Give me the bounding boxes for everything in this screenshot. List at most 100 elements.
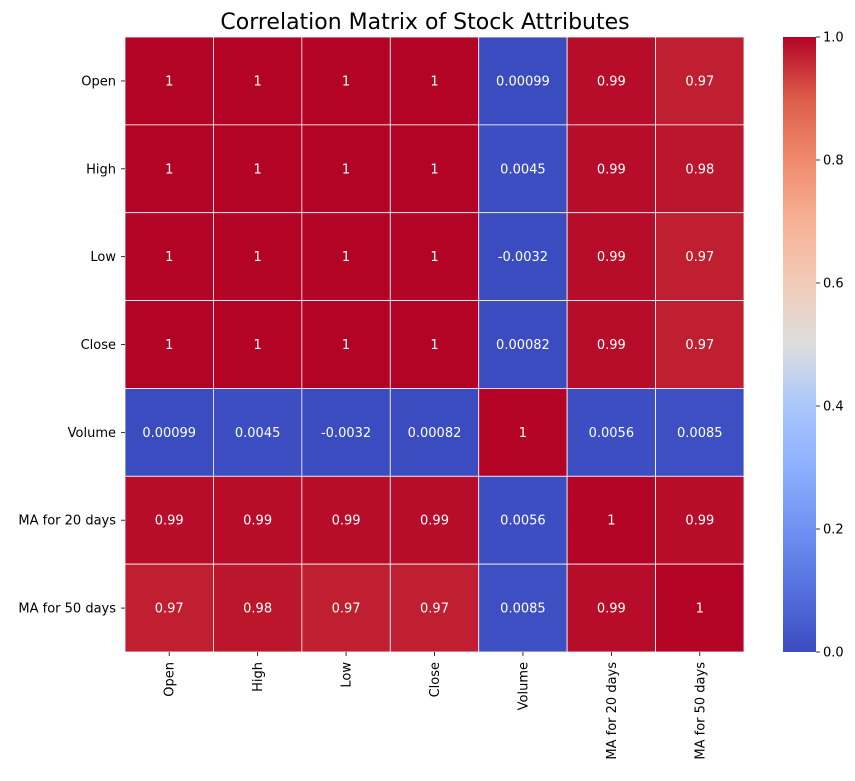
cell-annotation: 0.00082 [408,426,462,441]
heatmap-cell [566,300,656,389]
cell-annotations: 1 1 1 1 0.00099 0.99 0.97 1 1 1 1 0.0045 0.99 0.98 1 1 1… [142,74,722,616]
y-tick-label: Volume [68,426,116,441]
heatmap-cell [389,563,480,653]
heatmap-cell [124,563,214,653]
heatmap-cell [655,124,745,214]
heatmap-cell [655,388,745,477]
heatmap-cell [389,212,480,301]
cell-annotation: 0.00099 [142,426,196,441]
cell-annotation: 0.97 [420,602,449,617]
cell-annotation: 1 [430,338,438,353]
heatmap-cell [213,300,303,389]
cell-annotation: 1 [165,162,173,177]
cell-annotation: 0.0056 [500,514,546,529]
cell-annotation: 0.0045 [500,162,546,177]
heatmap-cell [301,563,391,653]
heatmap-cell [389,475,480,565]
heatmap-cell [124,36,214,126]
x-tick-label: Close [428,662,443,697]
cell-annotation: 1 [253,162,261,177]
colorbar: 0.0 0.2 0.4 0.6 0.8 1.0 [783,31,844,661]
heatmap-cell [124,212,214,301]
y-tick-label: Low [90,250,116,265]
heatmap-cell [389,36,480,126]
heatmap-cell [478,563,568,653]
cell-annotation: 1 [342,250,350,265]
colorbar-tick-label: 0.4 [823,400,844,415]
cell-annotation: 1 [165,250,173,265]
cell-annotation: 1 [519,426,527,441]
colorbar-tick-label: 0.0 [823,646,844,661]
cell-annotation: 0.99 [685,514,714,529]
cell-annotation: 0.99 [597,602,626,617]
y-tick-label: Close [81,338,116,353]
cell-annotation: 1 [430,162,438,177]
heatmap-cell [478,475,568,565]
heatmap-cell [566,36,656,126]
heatmap-cell [566,212,656,301]
colorbar-tick-label: 0.6 [823,277,844,292]
cell-annotation: 1 [607,514,615,529]
heatmap-cell [213,475,303,565]
heatmap-cell [655,300,745,389]
heatmap-cell [655,475,745,565]
cell-annotation: 0.99 [155,514,184,529]
heatmap-cell [124,475,214,565]
cell-annotation: 0.0056 [589,426,635,441]
y-tick-label: MA for 20 days [18,514,116,529]
colorbar-tick-label: 0.8 [823,154,844,169]
y-tick-label: High [86,162,116,177]
cell-annotation: 0.98 [685,162,714,177]
cell-annotation: 1 [430,74,438,89]
cell-annotation: 1 [342,162,350,177]
heatmap-cell [478,212,568,301]
cell-annotation: 0.99 [243,514,272,529]
cell-annotation: 0.00082 [496,338,550,353]
cell-annotation: 1 [165,338,173,353]
heatmap-cell [124,300,214,389]
colorbar-gradient [783,37,816,652]
colorbar-tick-label: 0.2 [823,523,844,538]
heatmap-cell [566,124,656,214]
cell-annotation: 0.97 [685,338,714,353]
y-tick-label: MA for 50 days [18,602,116,617]
cell-annotation: 0.99 [597,338,626,353]
heatmap-cell [478,36,568,126]
heatmap-cell [213,36,303,126]
y-tick-label: Open [81,74,116,89]
x-tick-label: High [251,662,266,692]
heatmap-cell [301,36,391,126]
x-tick-label: Volume [516,662,531,710]
heatmap-cell [213,212,303,301]
cell-annotation: 1 [430,250,438,265]
heatmap-cell [655,563,745,653]
cell-annotation: 0.0085 [677,426,723,441]
x-axis: Open High Low Close Volume MA for 20 days MA f… [163,652,708,760]
x-tick-label: Low [340,662,355,688]
heatmap-cell [389,300,480,389]
cell-annotation: 0.99 [597,250,626,265]
cell-annotation: 1 [696,602,704,617]
cell-annotation: 0.99 [332,514,361,529]
x-tick-label: MA for 50 days [693,662,708,760]
chart-title: Correlation Matrix of Stock Attributes [220,10,629,35]
cell-annotation: 0.97 [155,602,184,617]
heatmap-cells [124,36,745,653]
heatmap-cell [566,563,656,653]
cell-annotation: -0.0032 [321,426,371,441]
heatmap-cell [301,475,391,565]
cell-annotation: 0.98 [243,602,272,617]
cell-annotation: 1 [165,74,173,89]
cell-annotation: 0.0085 [500,602,546,617]
cell-annotation: 0.97 [685,250,714,265]
cell-annotation: 0.00099 [496,74,550,89]
cell-annotation: 0.0045 [235,426,281,441]
heatmap-cell [301,388,391,477]
x-tick-label: Open [163,662,178,697]
colorbar-tick-label: 1.0 [823,31,844,46]
cell-annotation: 1 [253,74,261,89]
x-tick-label: MA for 20 days [605,662,620,760]
cell-annotation: 0.99 [597,162,626,177]
